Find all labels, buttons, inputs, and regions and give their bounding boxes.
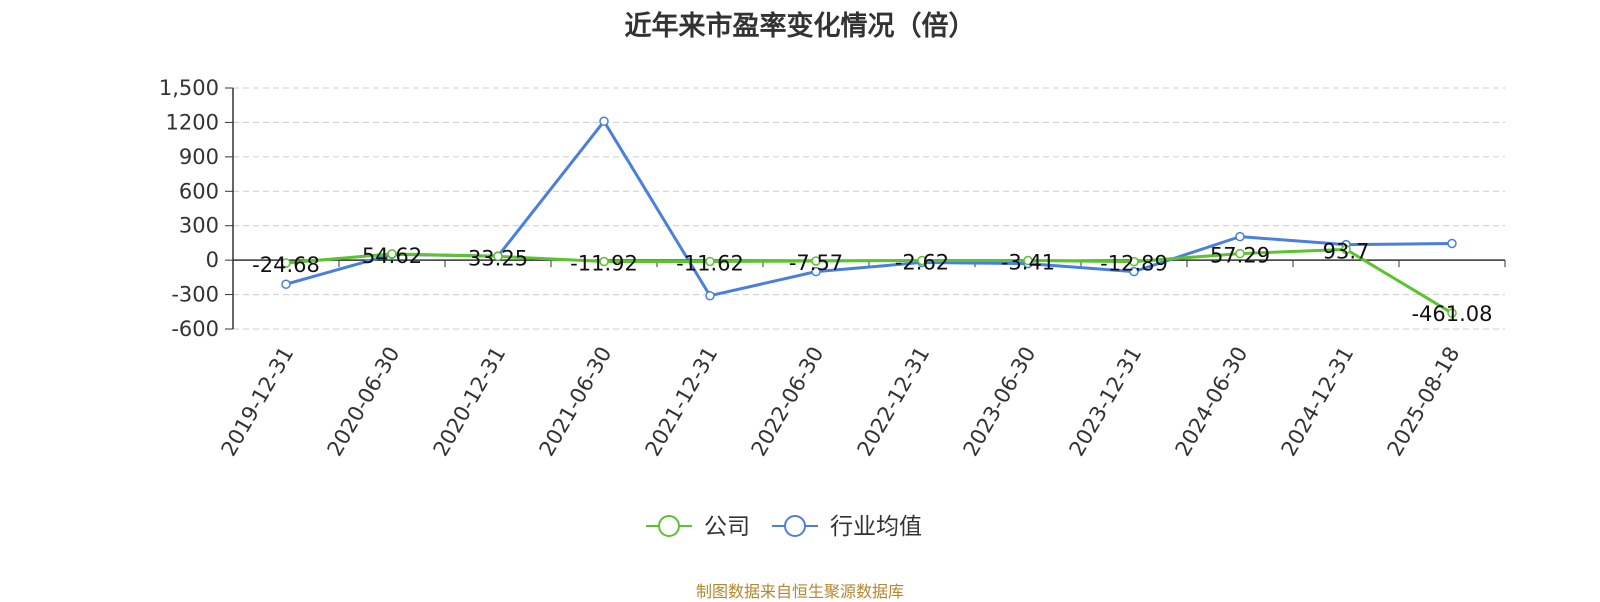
x-tick-label: 2021-12-31 xyxy=(641,343,723,461)
x-tick-label: 2025-08-18 xyxy=(1383,343,1465,461)
grid-lines xyxy=(233,87,1505,330)
y-tick-label: 900 xyxy=(179,145,219,169)
y-tick-label: 300 xyxy=(179,214,219,238)
data-label: -11.92 xyxy=(570,252,638,276)
data-point[interactable] xyxy=(599,116,609,127)
legend-label[interactable]: 公司 xyxy=(704,514,750,540)
data-point[interactable] xyxy=(811,256,821,266)
legend-label[interactable]: 行业均值 xyxy=(830,514,922,540)
data-point[interactable] xyxy=(493,251,503,262)
y-tick-label: 1,500 xyxy=(159,76,219,100)
x-tick-label: 2022-12-31 xyxy=(853,343,935,461)
data-point[interactable] xyxy=(387,249,397,259)
data-point[interactable] xyxy=(281,258,291,268)
data-point[interactable] xyxy=(1129,256,1139,267)
x-tick-label: 2021-06-30 xyxy=(535,343,617,461)
data-label: -24.68 xyxy=(252,253,320,277)
x-tick-label: 2020-06-30 xyxy=(323,343,405,461)
data-point[interactable] xyxy=(917,255,927,266)
y-tick-label: 600 xyxy=(179,179,219,203)
legend-marker[interactable] xyxy=(784,515,806,537)
x-tick-label: 2023-06-30 xyxy=(959,343,1041,461)
source-note: 制图数据来自恒生聚源数据库 xyxy=(695,582,904,601)
data-point[interactable] xyxy=(599,256,609,267)
data-point[interactable] xyxy=(705,256,715,267)
data-label: 33.25 xyxy=(468,246,528,270)
data-point[interactable] xyxy=(1235,248,1245,259)
data-point[interactable] xyxy=(1447,238,1457,249)
data-point[interactable] xyxy=(281,279,291,289)
data-label: -3.41 xyxy=(1001,251,1055,275)
data-point[interactable] xyxy=(1341,244,1351,255)
x-tick-label: 2024-06-30 xyxy=(1171,343,1253,461)
x-tick-label: 2020-12-31 xyxy=(429,343,511,461)
series-line-0 xyxy=(285,247,1453,315)
data-point[interactable] xyxy=(1447,308,1457,318)
data-point[interactable] xyxy=(1023,255,1033,266)
y-tick-label: 1200 xyxy=(166,110,219,134)
data-label: -2.62 xyxy=(895,250,949,274)
data-label: 93.7 xyxy=(1323,239,1370,263)
x-tick-label: 2019-12-31 xyxy=(217,343,299,461)
data-point[interactable] xyxy=(1129,266,1139,277)
data-label: 54.62 xyxy=(362,244,422,268)
y-tick-label: -600 xyxy=(171,317,219,341)
data-label: 57.29 xyxy=(1210,244,1270,268)
data-point[interactable] xyxy=(705,290,715,301)
data-label: -11.62 xyxy=(676,251,744,275)
data-label: -12.89 xyxy=(1100,252,1168,276)
data-point[interactable] xyxy=(1235,231,1245,242)
series-lines xyxy=(281,116,1457,318)
data-label: -461.08 xyxy=(1411,302,1492,326)
x-tick-label: 2024-12-31 xyxy=(1277,343,1359,461)
y-tick-label: -300 xyxy=(171,283,219,307)
series-line-1 xyxy=(285,119,1453,298)
data-point[interactable] xyxy=(811,266,821,277)
data-label: -7.57 xyxy=(789,251,843,275)
legend[interactable]: 公司 行业均值 xyxy=(646,514,922,540)
x-tick-label: 2023-12-31 xyxy=(1065,343,1147,461)
chart-title: 近年来市盈率变化情况（倍） xyxy=(624,11,976,42)
y-tick-label: 0 xyxy=(206,248,219,272)
legend-marker[interactable] xyxy=(658,515,680,537)
x-tick-label: 2022-06-30 xyxy=(747,343,829,461)
data-labels: -24.68 54.62 33.25 -11.92 -11.62 -7.57 -2.62 -3… xyxy=(252,239,1492,326)
